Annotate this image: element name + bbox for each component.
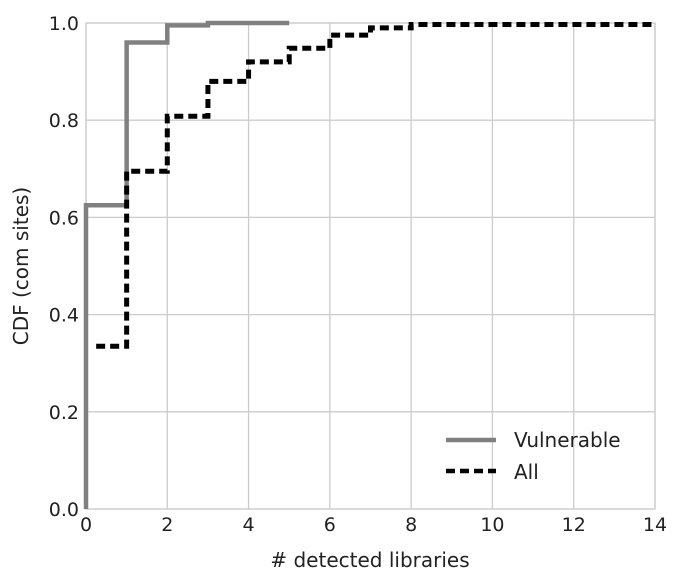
plot-area	[85, 22, 656, 510]
y-tick-label: 0.8	[49, 110, 79, 132]
legend: Vulnerable All	[446, 428, 621, 484]
series-group	[83, 20, 658, 509]
y-tick-label: 1.0	[49, 13, 79, 35]
y-tick-label: 0.2	[49, 402, 79, 424]
legend-label-all: All	[514, 460, 539, 484]
x-tick-label: 10	[480, 514, 504, 536]
y-axis-label: CDF (com sites)	[9, 187, 33, 345]
x-axis-label: # detected libraries	[270, 548, 469, 572]
y-tick-label: 0.6	[49, 207, 79, 229]
x-tick-label: 0	[80, 514, 92, 536]
legend-label-vulnerable: Vulnerable	[514, 428, 621, 452]
x-tick-label: 14	[643, 514, 667, 536]
x-tick-label: 8	[405, 514, 417, 536]
x-tick-label: 12	[562, 514, 586, 536]
y-tick-label: 0.4	[49, 305, 79, 327]
y-tick-labels: 0.0 0.2 0.4 0.6 0.8 1.0	[49, 13, 79, 521]
x-tick-label: 2	[161, 514, 173, 536]
x-tick-label: 4	[243, 514, 255, 536]
series-line-all	[96, 21, 658, 349]
y-tick-label: 0.0	[49, 499, 79, 521]
x-tick-labels: 0 2 4 6 8 10 12 14	[80, 514, 667, 536]
x-tick-label: 6	[324, 514, 336, 536]
series-line-vulnerable	[83, 20, 290, 509]
